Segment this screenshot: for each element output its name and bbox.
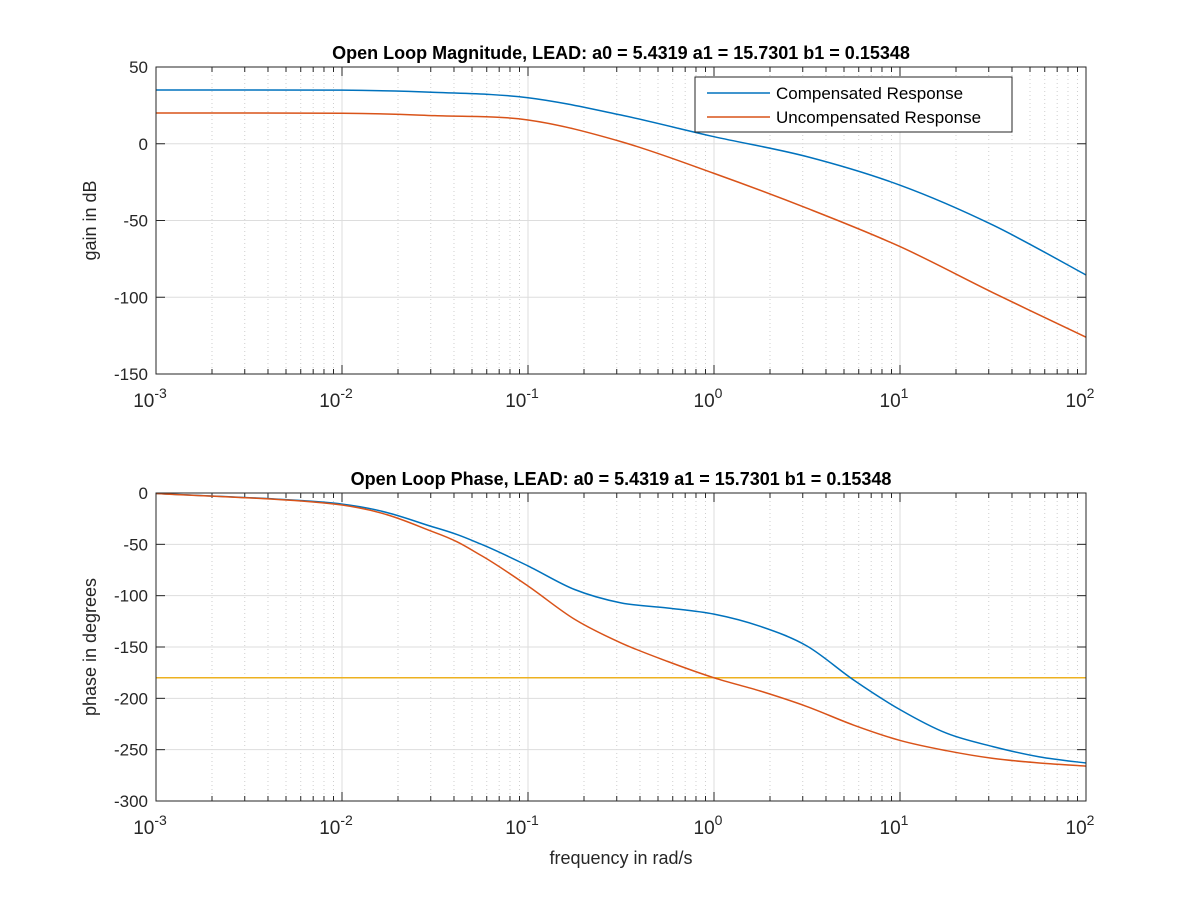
- y-tick-label: -100: [114, 288, 148, 307]
- y-tick-label: 50: [129, 58, 148, 77]
- x-tick-base: 10: [319, 391, 340, 412]
- axes-box: [155, 492, 1087, 802]
- x-tick-base: 10: [1066, 818, 1087, 839]
- legend-label: Compensated Response: [776, 84, 963, 103]
- phase-axes: 10-3 10-2 10-1 100 101 102-300-250-200-150-10…: [80, 469, 1095, 868]
- x-tick-exponent: 1: [901, 812, 909, 828]
- x-tick-base: 10: [133, 391, 154, 412]
- x-tick-exponent: 2: [1087, 385, 1095, 401]
- x-tick-exponent: -1: [526, 385, 539, 401]
- x-tick-exponent: 1: [901, 385, 909, 401]
- x-tick-exponent: -1: [526, 812, 539, 828]
- x-tick-label: 10-1: [505, 812, 539, 839]
- x-tick-exponent: -3: [154, 812, 167, 828]
- x-tick-label: 10-3: [133, 385, 167, 412]
- x-tick-base: 10: [505, 818, 526, 839]
- axes-box: [155, 66, 1087, 375]
- y-tick-label: -250: [114, 741, 148, 760]
- series-compensated: [155, 89, 1087, 276]
- x-tick-base: 10: [694, 818, 715, 839]
- x-tick-exponent: -2: [340, 385, 353, 401]
- x-tick-exponent: -2: [340, 812, 353, 828]
- chart-title: Open Loop Magnitude, LEAD: a0 = 5.4319 a…: [332, 43, 910, 63]
- x-axis-label: frequency in rad/s: [549, 848, 692, 868]
- series-uncompensated: [155, 112, 1087, 338]
- y-axis-label: phase in degrees: [80, 578, 100, 716]
- x-tick-base: 10: [1066, 391, 1087, 412]
- x-tick-base: 10: [694, 391, 715, 412]
- x-tick-label: 102: [1066, 385, 1095, 412]
- x-tick-base: 10: [133, 818, 154, 839]
- x-tick-exponent: -3: [154, 385, 167, 401]
- x-tick-label: 10-2: [319, 812, 353, 839]
- y-tick-label: -50: [123, 212, 148, 231]
- x-tick-label: 10-2: [319, 385, 353, 412]
- x-tick-label: 101: [880, 812, 909, 839]
- magnitude-axes: 10-3 10-2 10-1 100 101 102-150-100-50050Open …: [80, 43, 1095, 412]
- x-tick-label: 101: [880, 385, 909, 412]
- legend-box: [694, 76, 1013, 133]
- x-tick-exponent: 0: [715, 385, 723, 401]
- x-tick-label: 10-3: [133, 812, 167, 839]
- series-uncompensated: [155, 492, 1087, 767]
- x-tick-label: 102: [1066, 812, 1095, 839]
- x-tick-exponent: 2: [1087, 812, 1095, 828]
- x-tick-base: 10: [880, 818, 901, 839]
- x-tick-label: 100: [694, 812, 723, 839]
- y-tick-label: -200: [114, 689, 148, 708]
- x-tick-base: 10: [880, 391, 901, 412]
- legend-label: Uncompensated Response: [776, 108, 981, 127]
- series-compensated: [155, 492, 1087, 764]
- x-tick-label: 10-1: [505, 385, 539, 412]
- y-axis-label: gain in dB: [80, 180, 100, 260]
- legend: Compensated Response Uncompensated Respon…: [694, 76, 1013, 133]
- x-tick-label: 100: [694, 385, 723, 412]
- x-tick-base: 10: [319, 818, 340, 839]
- y-tick-label: 0: [139, 484, 148, 503]
- y-tick-label: 0: [139, 135, 148, 154]
- y-tick-label: -100: [114, 587, 148, 606]
- y-tick-label: -150: [114, 365, 148, 384]
- y-tick-label: -300: [114, 792, 148, 811]
- y-tick-label: -50: [123, 535, 148, 554]
- y-tick-label: -150: [114, 638, 148, 657]
- chart-title: Open Loop Phase, LEAD: a0 = 5.4319 a1 = …: [351, 469, 892, 489]
- x-tick-exponent: 0: [715, 812, 723, 828]
- x-tick-base: 10: [505, 391, 526, 412]
